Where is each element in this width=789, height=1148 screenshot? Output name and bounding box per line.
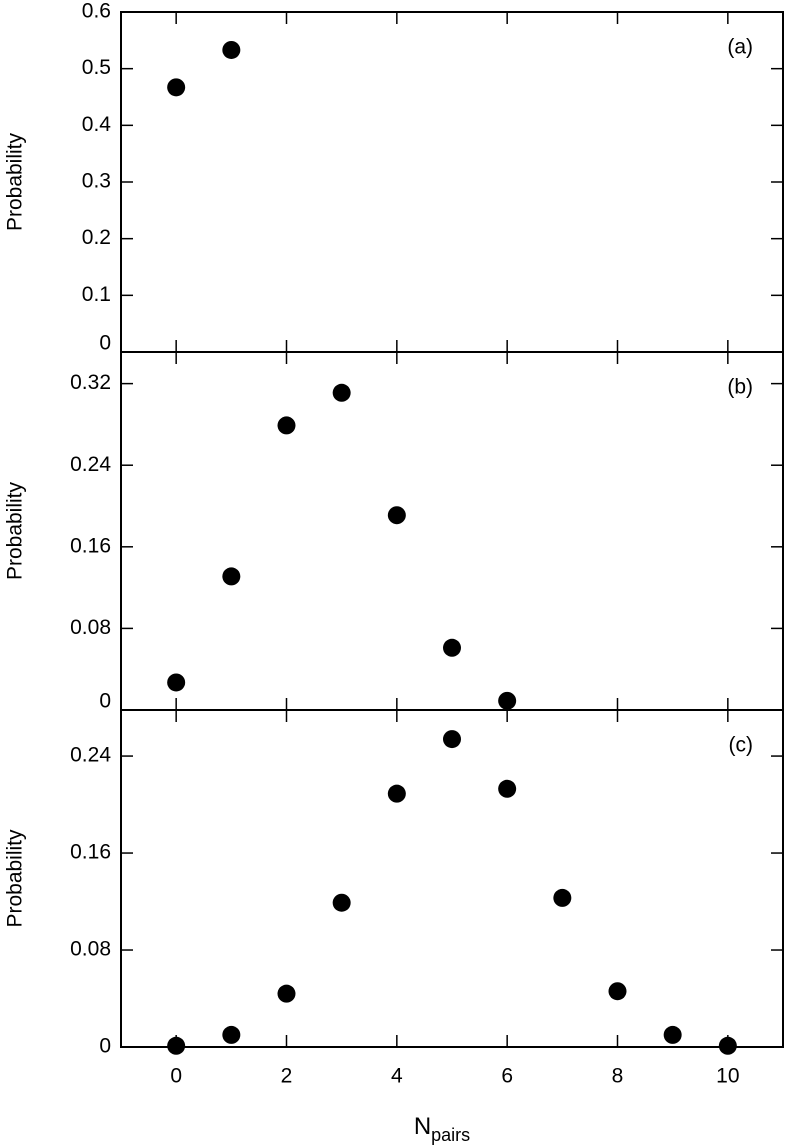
plot-frame	[120, 11, 784, 353]
panel-annotation: (c)	[729, 734, 754, 757]
y-tick-label: 0	[99, 690, 111, 713]
y-tick-label: 0.3	[82, 170, 111, 193]
data-point	[332, 893, 351, 912]
data-point	[718, 1036, 737, 1055]
data-point	[608, 982, 627, 1001]
data-point	[443, 638, 461, 657]
panel-annotation: (b)	[727, 376, 753, 399]
y-tick-label: 0.32	[70, 371, 111, 394]
data-point	[167, 1036, 186, 1055]
data-point	[332, 383, 351, 402]
x-tick-label: 10	[716, 1065, 739, 1088]
x-tick-label: 8	[612, 1065, 624, 1088]
data-point	[498, 779, 517, 798]
data-point	[443, 730, 461, 749]
x-axis-label-subscript: pairs	[431, 1125, 470, 1145]
x-axis-label-main: N	[414, 1113, 431, 1140]
data-point	[663, 1025, 682, 1044]
data-point	[277, 416, 296, 435]
y-tick-label: 0	[99, 332, 111, 355]
y-axis-label: Probability	[4, 132, 27, 231]
y-tick-label: 0	[99, 1035, 111, 1058]
data-point	[222, 567, 241, 586]
y-axis-label: Probability	[4, 829, 27, 928]
data-point	[222, 40, 241, 59]
panel-annotation: (a)	[727, 36, 753, 59]
y-tick-label: 0.24	[70, 453, 111, 476]
data-point	[553, 888, 572, 907]
y-tick-label: 0.5	[82, 56, 111, 79]
plot-frame	[120, 709, 784, 1048]
data-point	[498, 691, 517, 710]
y-tick-label: 0.2	[82, 226, 111, 249]
data-point	[387, 784, 406, 803]
y-tick-label: 0.16	[70, 841, 111, 864]
data-point	[277, 984, 296, 1003]
y-tick-label: 0.1	[82, 283, 111, 306]
y-tick-label: 0.6	[82, 0, 111, 23]
y-axis-label: Probability	[4, 481, 27, 580]
x-tick-label: 0	[170, 1065, 182, 1088]
x-tick-label: 2	[281, 1065, 293, 1088]
data-point	[387, 506, 406, 525]
y-tick-label: 0.08	[70, 938, 111, 961]
y-tick-label: 0.16	[70, 534, 111, 557]
data-point	[167, 78, 186, 97]
y-tick-label: 0.24	[70, 744, 111, 767]
y-tick-label: 0.4	[82, 113, 112, 136]
data-point	[222, 1025, 241, 1044]
y-tick-label: 0.08	[70, 616, 111, 639]
data-point	[167, 673, 186, 692]
x-tick-label: 4	[391, 1065, 403, 1088]
x-axis-label: Npairs	[414, 1113, 470, 1144]
x-tick-label: 6	[501, 1065, 513, 1088]
